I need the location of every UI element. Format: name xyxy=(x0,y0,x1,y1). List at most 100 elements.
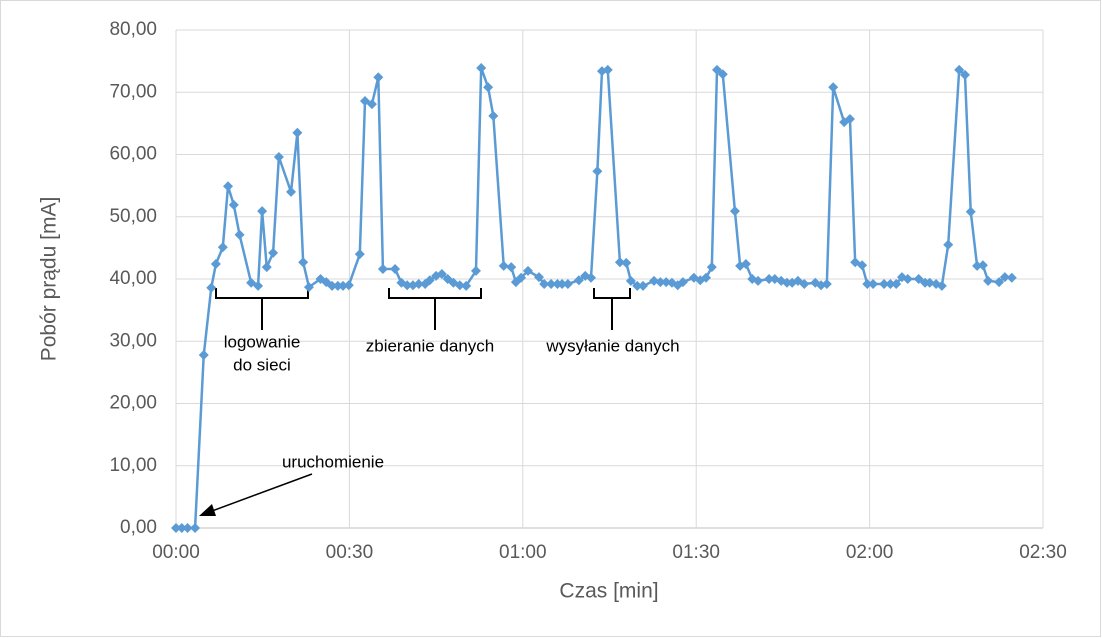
arrow-head xyxy=(199,504,216,516)
data-point xyxy=(488,110,499,121)
plot xyxy=(171,62,1017,533)
data-point xyxy=(234,229,245,240)
data-point xyxy=(586,272,597,283)
data-point xyxy=(764,274,775,284)
arrow-line xyxy=(211,473,313,512)
annotation: do sieci xyxy=(233,355,291,374)
y-tick-label: 70,00 xyxy=(109,81,157,102)
data-point xyxy=(298,257,309,268)
data-point xyxy=(498,260,509,271)
data-point xyxy=(1006,272,1017,283)
y-tick-label: 0,00 xyxy=(120,517,157,538)
brace xyxy=(388,288,482,330)
grid xyxy=(175,29,1044,529)
data-point xyxy=(454,280,465,291)
data-point xyxy=(862,278,873,289)
data-point xyxy=(712,64,723,75)
data-point xyxy=(539,278,550,289)
data-point xyxy=(257,206,268,217)
data-point xyxy=(292,127,303,138)
brace xyxy=(593,288,631,330)
data-point xyxy=(891,278,902,289)
data-point xyxy=(638,280,649,291)
data-point xyxy=(268,247,279,258)
data-point xyxy=(402,280,413,291)
data-point xyxy=(338,280,349,291)
data-point xyxy=(868,278,879,289)
data-point xyxy=(182,523,193,533)
data-point xyxy=(246,277,257,288)
data-point xyxy=(261,262,272,273)
x-tick-label: 02:00 xyxy=(846,542,894,563)
y-tick-label: 50,00 xyxy=(109,206,157,227)
data-point xyxy=(171,523,181,533)
data-point xyxy=(913,274,924,284)
data-point xyxy=(327,280,338,291)
data-point xyxy=(983,275,994,286)
data-point xyxy=(661,277,672,288)
data-point xyxy=(483,82,494,93)
x-tick-label: 00:00 xyxy=(152,542,200,563)
data-point xyxy=(354,249,365,260)
data-point xyxy=(753,275,764,286)
data-point xyxy=(198,349,209,360)
data-point xyxy=(223,181,234,192)
data-point xyxy=(632,280,643,291)
data-point xyxy=(850,257,861,268)
data-point xyxy=(461,280,472,291)
data-point xyxy=(546,278,557,289)
labels: 0,00 10,00 20,00 30,00 40,00 50,00 60,00 70,00 8… xyxy=(109,19,1066,563)
data-point xyxy=(523,265,534,276)
data-point xyxy=(924,277,935,288)
data-point xyxy=(228,199,239,210)
data-point xyxy=(781,277,792,288)
data-point xyxy=(954,64,965,75)
data-point xyxy=(821,278,832,289)
data-point xyxy=(470,265,481,276)
annotation: uruchomienie xyxy=(282,452,384,471)
data-point xyxy=(828,82,839,93)
data-point xyxy=(677,277,688,288)
data-point xyxy=(936,280,947,291)
data-point xyxy=(332,280,343,291)
y-tick-label: 10,00 xyxy=(109,455,157,476)
data-point xyxy=(844,114,855,125)
data-point xyxy=(655,277,666,288)
annotation: wysyłanie danych xyxy=(545,336,679,355)
data-point xyxy=(592,166,603,177)
data-point xyxy=(885,278,896,289)
data-point xyxy=(972,260,983,271)
data-point xyxy=(717,69,728,80)
data-point xyxy=(176,523,187,533)
data-point xyxy=(533,272,544,283)
data-point xyxy=(706,262,717,273)
data-point xyxy=(516,272,527,283)
data-point xyxy=(557,278,568,289)
data-point xyxy=(959,69,970,80)
data-point xyxy=(303,282,314,293)
data-point xyxy=(253,280,264,291)
y-tick-label: 20,00 xyxy=(109,393,157,414)
data-point xyxy=(217,242,228,253)
data-point xyxy=(879,278,890,289)
x-tick-label: 00:30 xyxy=(326,542,374,563)
x-tick-label: 01:30 xyxy=(672,542,720,563)
data-point xyxy=(206,282,217,293)
data-point xyxy=(506,262,517,273)
y-tick-label: 40,00 xyxy=(109,268,157,289)
annotation-shapes xyxy=(199,288,631,516)
data-point xyxy=(436,269,447,280)
data-point xyxy=(562,278,573,289)
y-tick-label: 30,00 xyxy=(109,330,157,351)
x-axis-title: Czas [min] xyxy=(559,580,658,603)
data-point xyxy=(729,206,740,217)
data-point xyxy=(994,277,1005,288)
data-point xyxy=(190,523,201,533)
data-point xyxy=(343,280,354,291)
data-point xyxy=(977,260,988,271)
data-point xyxy=(625,275,636,286)
data-point xyxy=(573,275,584,286)
y-tick-label: 60,00 xyxy=(109,144,157,165)
